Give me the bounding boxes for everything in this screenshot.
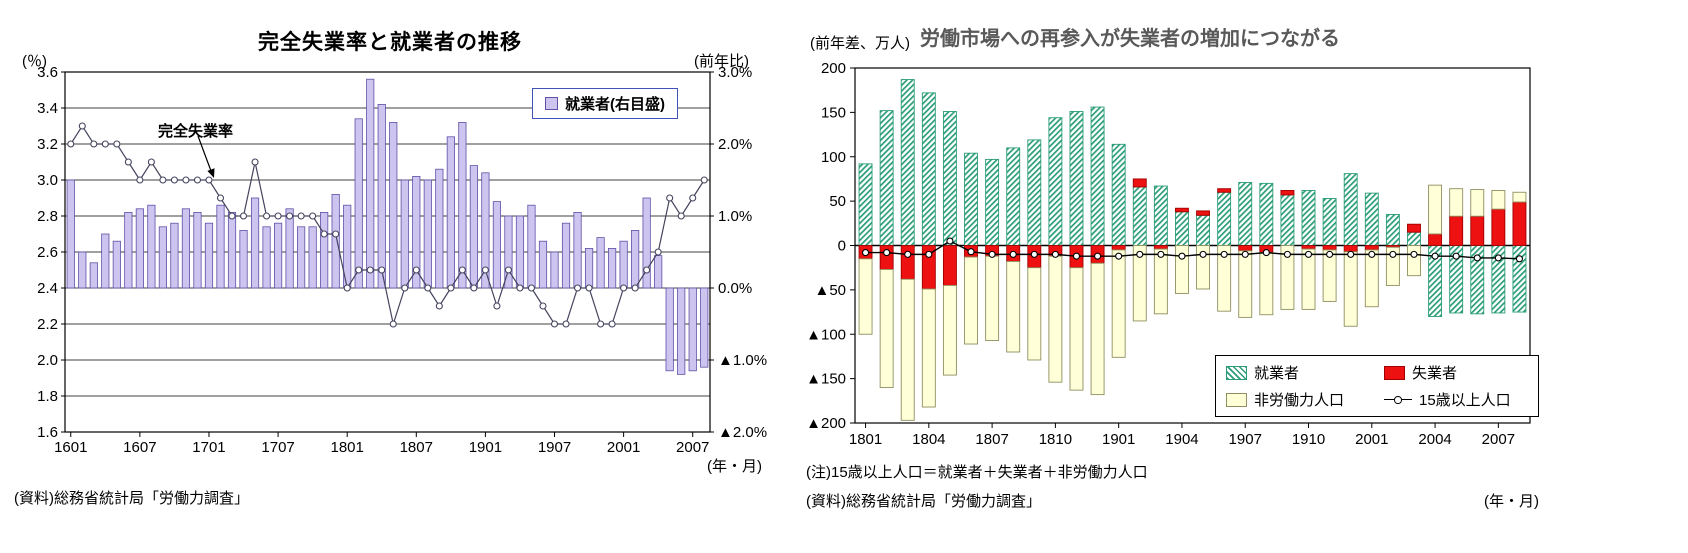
- svg-text:1701: 1701: [192, 439, 225, 456]
- unemployed-swatch-icon: [1384, 365, 1405, 380]
- svg-text:2004: 2004: [1418, 431, 1451, 448]
- svg-text:1910: 1910: [1292, 431, 1325, 448]
- svg-text:1707: 1707: [261, 439, 294, 456]
- right-axis-unit-label: (前年比): [694, 53, 749, 70]
- svg-text:1.8: 1.8: [37, 388, 58, 405]
- svg-text:1901: 1901: [1102, 431, 1135, 448]
- right-chart-legend: 就業者 失業者 非労働力人口 15歳以上人口: [1215, 355, 1539, 417]
- svg-text:100: 100: [821, 149, 846, 166]
- svg-text:1801: 1801: [331, 439, 364, 456]
- svg-text:3.4: 3.4: [37, 100, 58, 117]
- nilf-swatch-icon: [1226, 392, 1247, 407]
- left-chart-legend: 就業者(右目盛): [532, 88, 678, 119]
- svg-text:3.0%: 3.0%: [718, 64, 752, 81]
- svg-text:▲200: ▲200: [806, 415, 846, 432]
- legend-label-employed: 就業者: [1254, 365, 1300, 382]
- svg-text:1901: 1901: [469, 439, 502, 456]
- svg-text:3.6: 3.6: [37, 64, 58, 81]
- svg-text:1.6: 1.6: [37, 424, 58, 441]
- legend-label-population: 15歳以上人口: [1419, 392, 1511, 409]
- left-legend-label: 就業者(右目盛): [565, 96, 665, 113]
- svg-text:▲2.0%: ▲2.0%: [718, 424, 767, 441]
- unemployment-chart-plot: 3.6 3.4 3.2 3.0 2.8 2.6 2.4 2.2 2.0 1.8 1.6 3.0% 2.0…: [37, 64, 767, 456]
- svg-text:1907: 1907: [538, 439, 571, 456]
- svg-text:0.0%: 0.0%: [718, 280, 752, 297]
- svg-text:1804: 1804: [912, 431, 945, 448]
- svg-text:1801: 1801: [849, 431, 882, 448]
- labor-force-chart-panel: (前年差、万人) 労働市場への再参入が失業者の増加につながる 200 150 100…: [800, 10, 1680, 545]
- population-line-marker-icon: [1384, 394, 1412, 405]
- svg-text:2007: 2007: [676, 439, 709, 456]
- svg-text:2.0%: 2.0%: [718, 136, 752, 153]
- svg-text:1907: 1907: [1229, 431, 1262, 448]
- definition-note: (注)15歳以上人口＝就業者＋失業者＋非労働力人口: [806, 464, 1148, 481]
- svg-text:2.2: 2.2: [37, 316, 58, 333]
- svg-text:1.0%: 1.0%: [718, 208, 752, 225]
- right-source-note: (資料)総務省統計局「労働力調査」: [806, 493, 1041, 510]
- svg-text:▲100: ▲100: [806, 326, 846, 343]
- employed-hatch-swatch-icon: [1226, 365, 1247, 380]
- right-x-axis-unit-label: (年・月): [1484, 493, 1539, 510]
- svg-text:▲50: ▲50: [814, 282, 846, 299]
- svg-text:1607: 1607: [123, 439, 156, 456]
- legend-item-population: 15歳以上人口: [1384, 389, 1528, 410]
- legend-label-nilf: 非労働力人口: [1254, 392, 1345, 409]
- svg-text:2.8: 2.8: [37, 208, 58, 225]
- svg-text:▲150: ▲150: [806, 371, 846, 388]
- legend-label-unemployed: 失業者: [1412, 365, 1458, 382]
- svg-text:3.2: 3.2: [37, 136, 58, 153]
- unemployment-chart-panel: 完全失業率と就業者の推移 (％) (前年比) 3.6 3.4 3.2 3.0 2.8 2.…: [10, 10, 795, 545]
- left-chart-title: 完全失業率と就業者の推移: [258, 31, 522, 54]
- svg-text:1601: 1601: [54, 439, 87, 456]
- svg-text:50: 50: [829, 193, 846, 210]
- svg-text:2001: 2001: [607, 439, 640, 456]
- svg-text:200: 200: [821, 60, 846, 77]
- svg-text:1904: 1904: [1165, 431, 1198, 448]
- legend-item-employed: 就業者: [1226, 362, 1384, 383]
- svg-text:150: 150: [821, 104, 846, 121]
- svg-text:▲1.0%: ▲1.0%: [718, 352, 767, 369]
- svg-text:2.6: 2.6: [37, 244, 58, 261]
- svg-text:3.0: 3.0: [37, 172, 58, 189]
- legend-item-unemployed: 失業者: [1384, 362, 1528, 383]
- left-axis-unit-label: (％): [22, 53, 47, 70]
- legend-item-not-in-labor-force: 非労働力人口: [1226, 389, 1384, 410]
- svg-text:1807: 1807: [400, 439, 433, 456]
- employed-bar-swatch-icon: [545, 97, 558, 110]
- svg-text:0: 0: [838, 238, 846, 255]
- right-chart-title: 労働市場への再参入が失業者の増加につながる: [920, 28, 1340, 50]
- left-x-axis-unit-label: (年・月): [707, 458, 762, 475]
- svg-text:2.4: 2.4: [37, 280, 58, 297]
- right-y-axis-unit-label: (前年差、万人): [810, 35, 910, 52]
- left-source-note: (資料)総務省統計局「労働力調査」: [14, 490, 249, 507]
- svg-text:2007: 2007: [1482, 431, 1515, 448]
- svg-text:2001: 2001: [1355, 431, 1388, 448]
- unemployment-rate-annotation: 完全失業率: [158, 123, 234, 140]
- svg-text:1807: 1807: [975, 431, 1008, 448]
- svg-text:2.0: 2.0: [37, 352, 58, 369]
- svg-text:1810: 1810: [1039, 431, 1072, 448]
